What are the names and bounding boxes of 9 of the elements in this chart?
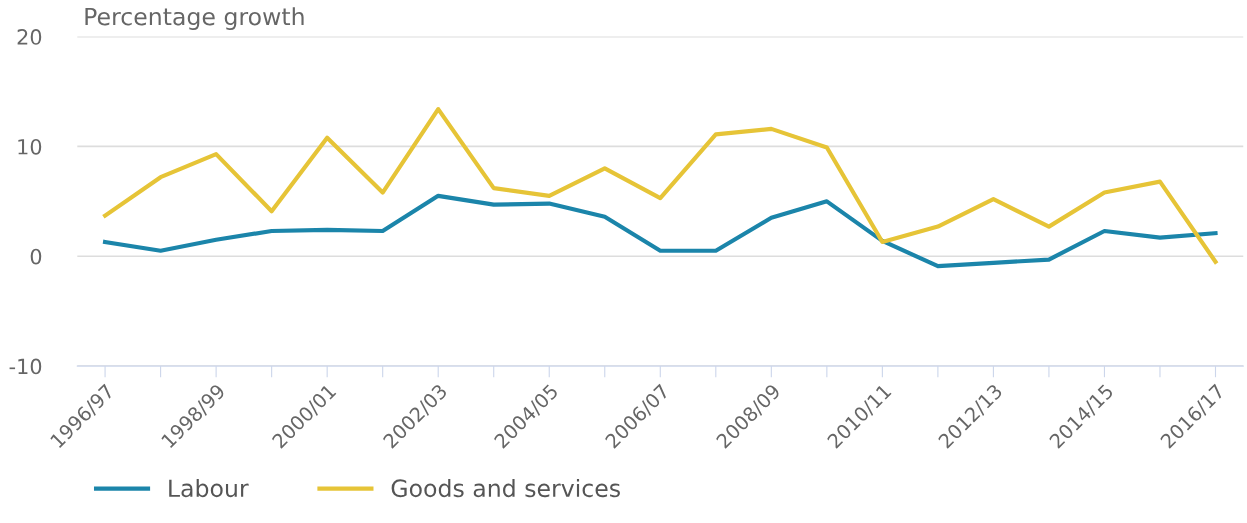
y-tick-label: -10 (9, 358, 42, 375)
y-axis-title: Percentage growth (85, 7, 304, 31)
y-tick-label: 20 (17, 29, 42, 45)
legend-label: Labour (169, 478, 249, 498)
y-tick-label: 0 (30, 248, 42, 265)
legend-label: Goods and services (391, 478, 620, 498)
y-tick-label: 10 (18, 138, 42, 155)
line-series (102, 193, 1218, 269)
line-series (102, 107, 1218, 264)
